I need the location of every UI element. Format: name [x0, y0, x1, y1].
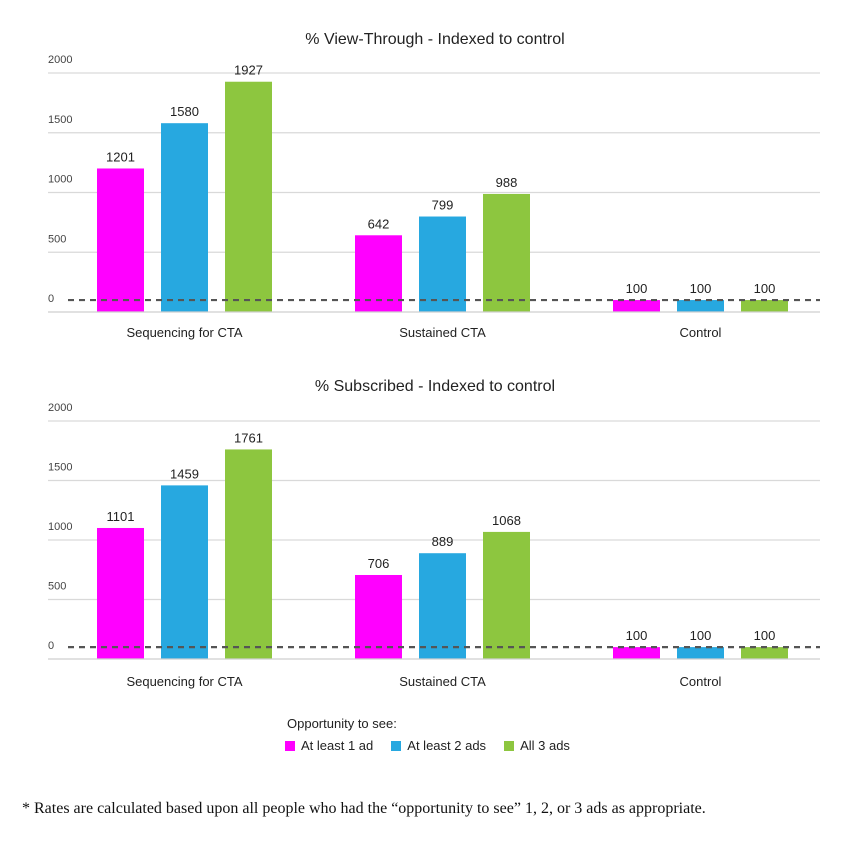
y-tick-label: 2000 [48, 402, 72, 414]
data-label: 1761 [234, 430, 263, 445]
category-label: Sequencing for CTA [126, 325, 242, 340]
bar [741, 300, 788, 312]
legend-items: At least 1 ad At least 2 ads All 3 ads [285, 738, 615, 753]
bar [613, 647, 660, 659]
legend-label: At least 2 ads [407, 738, 487, 753]
data-label: 100 [626, 628, 648, 643]
bar [225, 81, 272, 312]
data-label: 799 [432, 198, 454, 213]
bar [161, 123, 208, 312]
y-tick-label: 0 [48, 640, 54, 652]
data-label: 1068 [492, 513, 521, 528]
category-label: Sustained CTA [399, 674, 486, 689]
data-label: 1101 [107, 509, 135, 524]
data-label: 100 [690, 628, 712, 643]
footnote: * Rates are calculated based upon all pe… [22, 800, 706, 817]
bar [161, 485, 208, 659]
bar [677, 300, 724, 312]
legend: Opportunity to see: At least 1 ad At lea… [285, 716, 615, 753]
bar [419, 553, 466, 659]
data-label: 100 [754, 281, 776, 296]
bar [97, 527, 144, 659]
data-label: 889 [432, 534, 454, 549]
data-label: 1927 [234, 63, 263, 78]
category-label: Sustained CTA [399, 325, 486, 340]
bar [741, 647, 788, 659]
category-label: Sequencing for CTA [126, 674, 242, 689]
legend-item-all-3-ads: All 3 ads [504, 738, 570, 753]
bar [97, 168, 144, 312]
data-label: 706 [368, 556, 390, 571]
bar [677, 647, 724, 659]
legend-swatch-all-3-ads [504, 740, 515, 751]
bar [483, 531, 530, 659]
bar [225, 449, 272, 659]
chart-title: % View-Through - Indexed to control [305, 31, 564, 48]
y-tick-label: 1500 [48, 462, 72, 474]
data-label: 1459 [170, 466, 199, 481]
legend-label: At least 1 ad [301, 738, 374, 753]
legend-label: All 3 ads [520, 738, 570, 753]
data-label: 1201 [106, 149, 135, 164]
y-tick-label: 1000 [48, 521, 72, 533]
data-label: 988 [496, 175, 518, 190]
chart-title: % Subscribed - Indexed to control [315, 378, 555, 395]
y-tick-label: 1500 [48, 114, 72, 126]
legend-title: Opportunity to see: [287, 716, 397, 731]
category-label: Control [680, 674, 722, 689]
bar [613, 300, 660, 312]
y-tick-label: 2000 [48, 54, 72, 66]
y-tick-label: 500 [48, 581, 66, 593]
category-label: Control [680, 325, 722, 340]
data-label: 1580 [170, 104, 199, 119]
bar [419, 216, 466, 312]
data-label: 642 [368, 216, 390, 231]
bar [483, 193, 530, 312]
legend-item-at-least-1-ad: At least 1 ad [285, 738, 373, 753]
charts-svg: % View-Through - Indexed to control 0 500 1… [48, 31, 820, 689]
y-tick-label: 0 [48, 293, 54, 305]
y-tick-label: 1000 [48, 174, 72, 186]
data-label: 100 [754, 628, 776, 643]
y-tick-label: 500 [48, 233, 66, 245]
data-label: 100 [690, 281, 712, 296]
legend-swatch-at-least-1-ad [285, 740, 295, 751]
bar [355, 574, 402, 659]
legend-swatch-at-least-2-ads [391, 740, 402, 751]
data-label: 100 [626, 281, 648, 296]
legend-item-at-least-2-ads: At least 2 ads [391, 738, 486, 753]
